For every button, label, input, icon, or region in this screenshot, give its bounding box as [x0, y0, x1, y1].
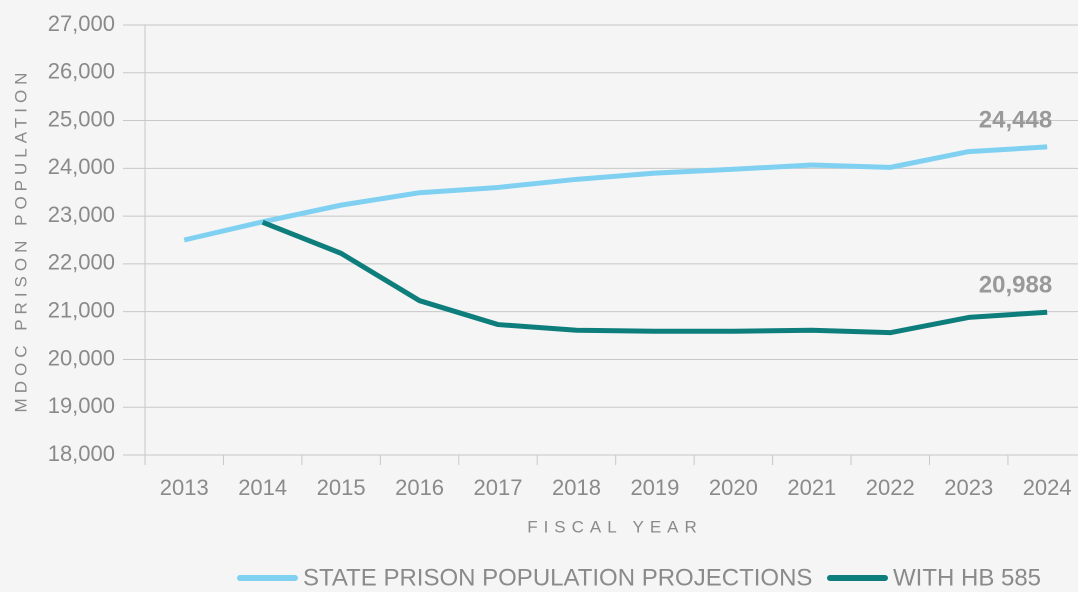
- x-tick-label: 2016: [395, 475, 444, 500]
- x-tick-label: 2018: [552, 475, 601, 500]
- y-tick-label: 22,000: [48, 250, 115, 275]
- series-line: [183, 144, 1048, 243]
- x-tick-label: 2024: [1023, 475, 1072, 500]
- y-tick-label: 27,000: [48, 11, 115, 36]
- y-tick-label: 24,000: [48, 154, 115, 179]
- legend-label: STATE PRISON POPULATION PROJECTIONS: [303, 564, 812, 591]
- y-tick-label: 26,000: [48, 59, 115, 84]
- x-tick-label: 2015: [317, 475, 366, 500]
- x-axis-label: FISCAL YEAR: [527, 517, 703, 536]
- x-tick-label: 2013: [160, 475, 209, 500]
- y-tick-label: 20,000: [48, 345, 115, 370]
- x-tick-label: 2017: [474, 475, 523, 500]
- data-label: 20,988: [979, 272, 1052, 299]
- y-tick-label: 25,000: [48, 106, 115, 131]
- data-label: 24,448: [979, 106, 1052, 133]
- x-tick-label: 2019: [630, 475, 679, 500]
- y-tick-label: 19,000: [48, 393, 115, 418]
- x-tick-label: 2020: [709, 475, 758, 500]
- series-line: [261, 219, 1048, 336]
- x-tick-label: 2021: [787, 475, 836, 500]
- x-tick-label: 2023: [944, 475, 993, 500]
- y-tick-label: 18,000: [48, 441, 115, 466]
- y-tick-label: 21,000: [48, 297, 115, 322]
- x-tick-label: 2014: [238, 475, 287, 500]
- legend-label: WITH HB 585: [893, 564, 1041, 591]
- y-tick-label: 23,000: [48, 202, 115, 227]
- x-tick-label: 2022: [866, 475, 915, 500]
- y-axis-label: MDOC PRISON POPULATION: [11, 68, 30, 413]
